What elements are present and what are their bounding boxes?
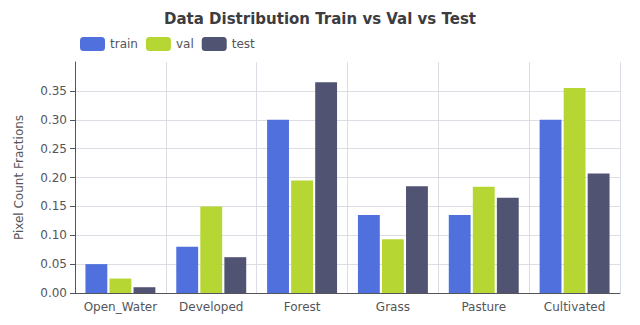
svg-text:0.30: 0.30 — [40, 113, 67, 127]
svg-text:Pixel Count Fractions: Pixel Count Fractions — [12, 115, 26, 240]
svg-text:Developed: Developed — [179, 300, 243, 314]
svg-text:train: train — [110, 37, 138, 51]
svg-text:Pasture: Pasture — [461, 300, 506, 314]
svg-text:0.10: 0.10 — [40, 228, 67, 242]
svg-text:val: val — [176, 37, 194, 51]
svg-text:0.00: 0.00 — [40, 286, 67, 300]
svg-text:Open_Water: Open_Water — [84, 300, 158, 314]
svg-text:0.15: 0.15 — [40, 199, 67, 213]
svg-text:Grass: Grass — [376, 300, 410, 314]
svg-text:Data Distribution Train vs Val: Data Distribution Train vs Val vs Test — [164, 10, 476, 28]
svg-text:Cultivated: Cultivated — [544, 300, 606, 314]
svg-text:0.05: 0.05 — [40, 257, 67, 271]
svg-text:0.20: 0.20 — [40, 171, 67, 185]
svg-text:0.25: 0.25 — [40, 142, 67, 156]
svg-text:test: test — [232, 37, 255, 51]
svg-text:0.35: 0.35 — [40, 84, 67, 98]
svg-text:Forest: Forest — [284, 300, 321, 314]
